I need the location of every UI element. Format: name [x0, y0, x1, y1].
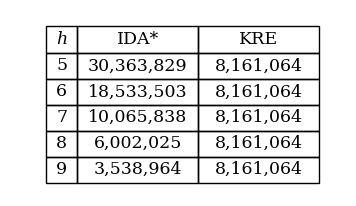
Bar	[198, 79, 319, 105]
Text: 8,161,064: 8,161,064	[215, 83, 303, 100]
Bar	[198, 131, 319, 157]
Text: 8,161,064: 8,161,064	[215, 135, 303, 152]
Bar	[46, 79, 77, 105]
Text: 8: 8	[56, 135, 67, 152]
Bar	[198, 105, 319, 131]
Text: 18,533,503: 18,533,503	[88, 83, 188, 100]
Text: 30,363,829: 30,363,829	[88, 57, 188, 74]
Bar	[198, 26, 319, 53]
Bar	[46, 105, 77, 131]
Text: KRE: KRE	[239, 31, 278, 48]
Text: 3,538,964: 3,538,964	[93, 161, 182, 178]
Bar	[46, 131, 77, 157]
Bar	[46, 157, 77, 183]
Text: IDA*: IDA*	[116, 31, 159, 48]
Text: 5: 5	[56, 57, 67, 74]
Bar	[77, 131, 198, 157]
Text: 8,161,064: 8,161,064	[215, 161, 303, 178]
Text: 7: 7	[56, 109, 67, 126]
Text: 10,065,838: 10,065,838	[88, 109, 187, 126]
Text: h: h	[56, 31, 67, 48]
Bar	[77, 79, 198, 105]
Bar	[77, 26, 198, 53]
Bar	[198, 157, 319, 183]
Text: 8,161,064: 8,161,064	[215, 57, 303, 74]
Bar	[77, 157, 198, 183]
Bar	[46, 53, 77, 79]
Bar	[77, 53, 198, 79]
Text: 9: 9	[56, 161, 67, 178]
Text: 8,161,064: 8,161,064	[215, 109, 303, 126]
Bar	[46, 26, 77, 53]
Bar	[77, 105, 198, 131]
Text: 6: 6	[56, 83, 67, 100]
Bar	[198, 53, 319, 79]
Text: 6,002,025: 6,002,025	[94, 135, 182, 152]
